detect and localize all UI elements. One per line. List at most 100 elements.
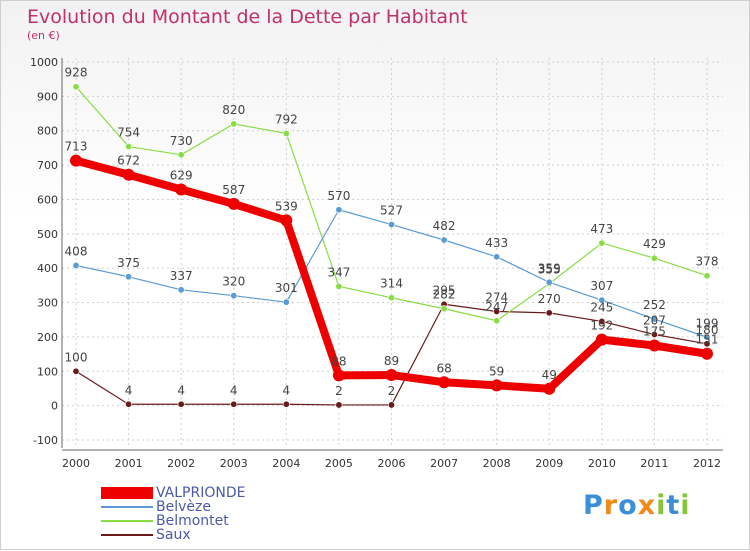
data-label: 301	[275, 281, 298, 295]
data-label: 347	[327, 265, 350, 279]
data-label: 713	[65, 140, 88, 154]
logo-letter: P	[583, 490, 604, 521]
y-tick-label: 200	[37, 331, 58, 344]
y-tick-label: 500	[37, 228, 58, 241]
data-label: 4	[177, 383, 185, 397]
legend-label-valprionde: VALPRIONDE	[156, 485, 246, 501]
data-point	[493, 317, 501, 325]
y-tick-label: 900	[37, 90, 58, 103]
data-label: 355	[538, 263, 561, 277]
data-point	[230, 400, 238, 408]
data-label: 151	[696, 333, 719, 347]
data-label: 245	[590, 300, 613, 314]
data-point	[385, 369, 398, 382]
x-tick-label: 2006	[378, 457, 406, 470]
logo-letter: i	[656, 490, 667, 521]
data-point	[440, 305, 448, 313]
chart-axes: -100 0 100 200 300 400 500 600 700 800 900 1000 2000…	[30, 56, 723, 470]
data-label: 282	[433, 288, 456, 302]
data-point	[282, 129, 290, 137]
data-label: 270	[538, 292, 561, 306]
chart-subtitle: (en €)	[27, 29, 60, 42]
data-point	[701, 347, 713, 360]
data-point	[230, 292, 238, 300]
chart-grid	[62, 58, 723, 448]
data-label: 2	[335, 384, 343, 398]
x-tick-label: 2004	[272, 457, 300, 470]
data-label: 180	[696, 323, 719, 337]
logo-letter: r	[603, 490, 619, 521]
data-point	[125, 143, 133, 151]
x-tick-label: 2011	[640, 457, 668, 470]
data-point	[177, 286, 185, 294]
logo-letter: t	[666, 490, 681, 521]
data-label: 307	[590, 279, 613, 293]
data-point	[493, 253, 501, 261]
x-tick-label: 2000	[62, 457, 90, 470]
data-label: 295	[433, 283, 456, 297]
data-label: 429	[643, 237, 666, 251]
y-tick-label: 100	[37, 365, 58, 378]
y-tick-label: -100	[33, 434, 58, 447]
data-point	[335, 282, 343, 290]
data-point	[650, 331, 658, 339]
data-label: 754	[117, 126, 140, 140]
data-label: 2	[388, 384, 396, 398]
data-point	[543, 382, 556, 395]
data-label: 359	[538, 261, 561, 275]
data-label: 928	[65, 66, 88, 80]
data-label: 820	[222, 103, 245, 117]
data-point	[177, 400, 185, 408]
y-tick-label: 800	[37, 125, 58, 138]
x-tick-label: 2007	[430, 457, 458, 470]
x-tick-label: 2005	[325, 457, 353, 470]
data-point	[72, 261, 80, 269]
data-label: 100	[65, 350, 88, 364]
data-point	[125, 273, 133, 281]
y-tick-label: 400	[37, 262, 58, 275]
data-point	[177, 151, 185, 159]
data-label: 49	[542, 368, 557, 382]
data-point	[280, 214, 293, 227]
x-tick-label: 2012	[693, 457, 721, 470]
legend-label-belveze: Belvèze	[156, 499, 211, 515]
data-point	[545, 278, 553, 286]
x-tick-label: 2002	[167, 457, 195, 470]
logo-letter: o	[618, 490, 638, 521]
legend-swatch-belveze	[101, 500, 153, 514]
data-point	[595, 333, 608, 346]
data-label: 252	[643, 298, 666, 312]
data-point	[72, 367, 80, 375]
data-label: 629	[170, 168, 193, 182]
proxiti-logo: Proxiti	[583, 490, 691, 521]
data-label: 247	[485, 300, 508, 314]
data-label: 314	[380, 277, 403, 291]
x-tick-label: 2010	[588, 457, 616, 470]
data-point	[230, 120, 238, 128]
data-point	[387, 401, 395, 409]
data-point	[598, 317, 606, 325]
data-point	[72, 83, 80, 91]
y-tick-label: 700	[37, 159, 58, 172]
data-label: 375	[117, 256, 140, 270]
chart-data-labels: 100 4 4 4 4 2 2 295 274 270 245 207 180 928 754 730 820 7…	[65, 66, 719, 398]
logo-letter: i	[680, 490, 691, 521]
data-point	[545, 309, 553, 317]
data-point	[438, 376, 451, 389]
legend-label-belmontet: Belmontet	[156, 513, 229, 529]
data-label: 337	[170, 269, 193, 283]
data-label: 4	[125, 383, 133, 397]
data-label: 274	[485, 290, 508, 304]
data-point	[703, 272, 711, 280]
data-point	[650, 254, 658, 262]
data-label: 672	[117, 154, 140, 168]
data-label: 320	[222, 275, 245, 289]
data-label: 88	[331, 354, 346, 368]
y-tick-label: 1000	[30, 56, 58, 69]
y-tick-label: 0	[51, 400, 58, 413]
legend-swatch-belmontet	[101, 514, 153, 528]
data-label: 175	[643, 325, 666, 339]
legend-label-saux: Saux	[156, 527, 191, 543]
